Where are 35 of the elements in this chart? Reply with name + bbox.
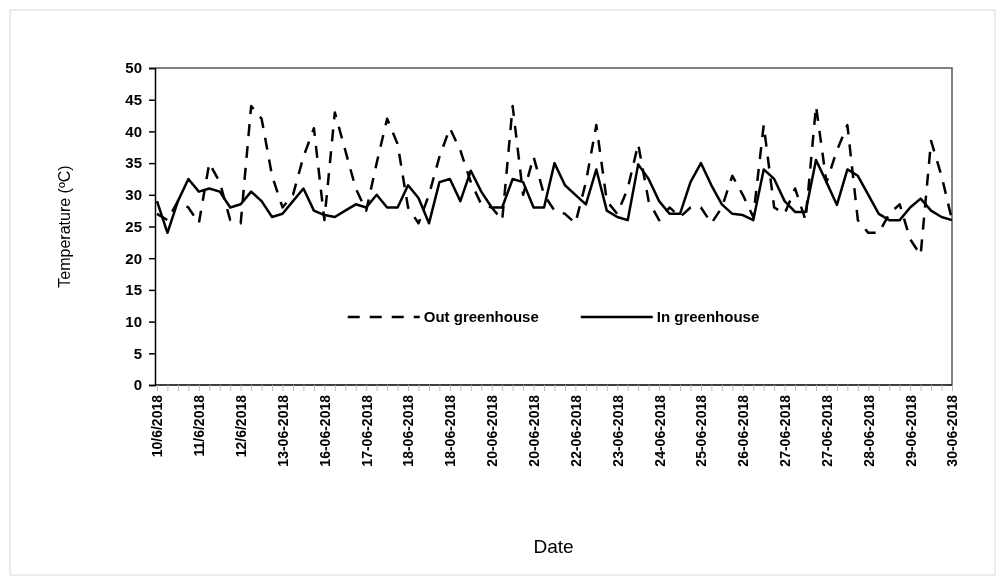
x-tick-label: 12/6/2018	[233, 394, 250, 458]
x-tick-label: 24-06-2018	[651, 394, 668, 467]
x-tick-label: 25-06-2018	[693, 394, 710, 467]
x-tick-label: 29-06-2018	[902, 394, 919, 467]
y-tick-label: 15	[125, 281, 142, 299]
x-tick-label: 13-06-2018	[274, 394, 291, 467]
y-tick-label: 45	[125, 91, 142, 108]
x-tick-label: 16-06-2018	[316, 394, 333, 467]
x-tick-label: 18-06-2018	[400, 394, 417, 467]
x-axis-title: Date	[533, 536, 574, 557]
y-tick-label: 40	[125, 122, 142, 140]
x-tick-label: 17-06-2018	[358, 394, 375, 467]
x-tick-label: 10/6/2018	[149, 394, 166, 458]
y-tick-label: 10	[125, 312, 142, 330]
x-tick-label: 27-06-2018	[777, 394, 794, 467]
x-tick-label: 27-06-2018	[818, 394, 835, 467]
y-axis-title: Temperature (ºC)	[56, 165, 73, 288]
y-tick-label: 20	[125, 249, 142, 267]
x-tick-label: 11/6/2018	[191, 394, 208, 457]
x-tick-label: 20-06-2018	[484, 394, 501, 467]
y-tick-label: 25	[125, 217, 142, 235]
x-tick-label: 23-06-2018	[609, 394, 626, 467]
y-tick-label: 35	[125, 154, 142, 172]
x-tick-label: 30-06-2018	[944, 394, 961, 467]
x-tick-label: 22-06-2018	[567, 394, 584, 467]
legend-label: Out greenhouse	[423, 308, 539, 326]
x-tick-label: 20-06-2018	[525, 394, 542, 467]
x-tick-label: 26-06-2018	[735, 394, 752, 467]
y-tick-label: 0	[133, 376, 142, 394]
y-tick-label: 5	[133, 344, 142, 362]
legend-label: In greenhouse	[656, 308, 760, 326]
y-tick-label: 50	[125, 59, 142, 77]
y-tick-label: 30	[125, 186, 142, 204]
x-tick-label: 28-06-2018	[860, 394, 877, 467]
x-tick-label: 18-06-2018	[442, 394, 459, 467]
